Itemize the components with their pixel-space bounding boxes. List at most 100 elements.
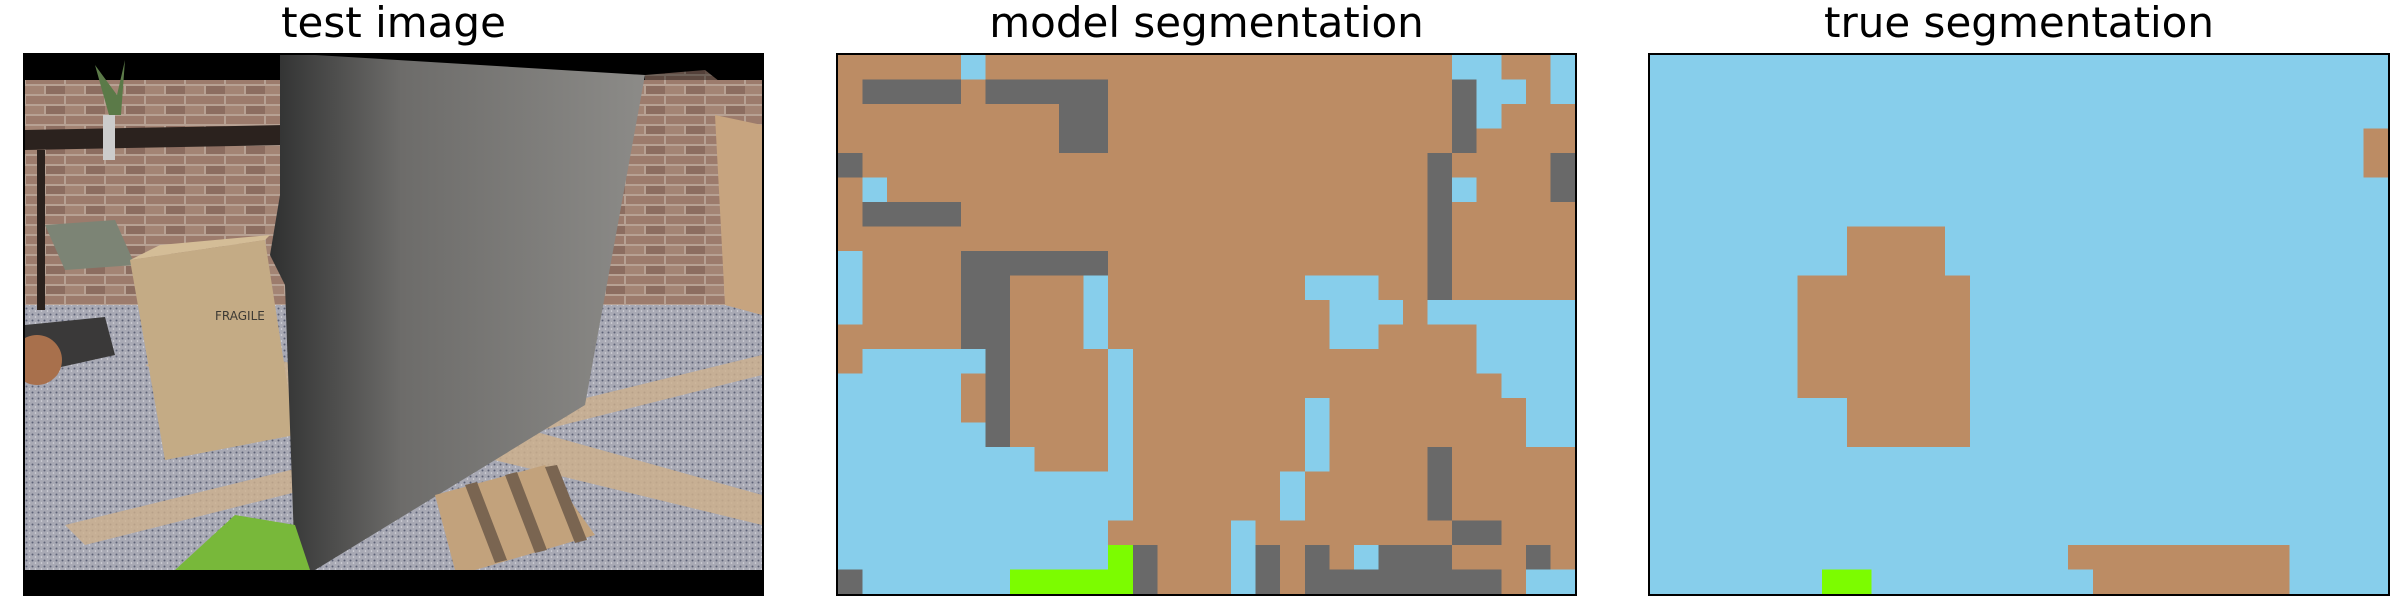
true-segmentation-cell <box>1822 471 1848 497</box>
model-segmentation-cell <box>1525 79 1551 105</box>
true-segmentation-cell <box>2019 226 2045 252</box>
model-segmentation-cell <box>985 349 1011 374</box>
true-segmentation-cell <box>1846 202 1872 227</box>
true-segmentation-cell <box>2338 324 2364 350</box>
true-segmentation-cell <box>1773 177 1799 203</box>
true-segmentation-cell <box>2191 300 2217 325</box>
true-segmentation-cell <box>2240 496 2266 521</box>
true-segmentation-cell <box>2068 55 2094 80</box>
true-segmentation-cell <box>1723 496 1749 521</box>
model-segmentation-cell <box>911 202 937 227</box>
true-segmentation-cell <box>1945 153 1971 178</box>
model-segmentation-cell <box>960 177 986 203</box>
model-segmentation-cell <box>1452 300 1478 325</box>
model-segmentation-cell <box>1550 447 1575 472</box>
model-segmentation-cell <box>936 275 962 301</box>
model-segmentation-cell <box>1132 251 1158 276</box>
model-segmentation-cell <box>985 422 1011 448</box>
model-segmentation-cell <box>911 398 937 423</box>
true-segmentation-cell <box>1920 324 1946 350</box>
model-segmentation-cell <box>1280 422 1306 448</box>
model-segmentation-cell <box>1403 349 1429 374</box>
model-segmentation-cell <box>1403 569 1429 594</box>
true-segmentation-cell <box>2019 471 2045 497</box>
model-segmentation-cell <box>1476 545 1502 570</box>
model-segmentation-cell <box>1280 251 1306 276</box>
true-segmentation-cell <box>2166 177 2192 203</box>
true-segmentation-cell <box>2338 55 2364 80</box>
true-segmentation-cell <box>2117 177 2143 203</box>
model-segmentation-cell <box>1108 349 1134 374</box>
model-segmentation-cell <box>911 55 937 80</box>
model-segmentation-cell <box>1083 398 1109 423</box>
model-segmentation-cell <box>1034 373 1060 399</box>
model-segmentation-cell <box>887 251 913 276</box>
model-segmentation-cell <box>1132 447 1158 472</box>
model-segmentation-cell <box>1206 471 1232 497</box>
model-segmentation-cell <box>1009 373 1036 399</box>
model-segmentation-cell <box>1181 545 1207 570</box>
model-segmentation-cell <box>887 324 913 350</box>
model-segmentation-cell <box>1206 226 1232 252</box>
true-segmentation-cell <box>1723 79 1749 105</box>
model-segmentation-cell <box>1353 496 1379 521</box>
model-segmentation-cell <box>1059 79 1085 105</box>
true-segmentation-cell <box>2314 349 2340 374</box>
model-segmentation-cell <box>1255 373 1281 399</box>
model-segmentation-cell <box>1550 324 1575 350</box>
true-segmentation-cell <box>1969 520 1995 546</box>
model-segmentation-cell <box>1255 128 1281 154</box>
model-segmentation-cell <box>1083 153 1109 178</box>
model-segmentation-cell <box>1403 300 1429 325</box>
model-segmentation-cell <box>1501 496 1527 521</box>
true-segmentation-cell <box>1723 104 1749 129</box>
model-segmentation-cell <box>1403 275 1429 301</box>
model-segmentation-cell <box>1231 447 1257 472</box>
model-segmentation-cell <box>862 251 888 276</box>
true-segmentation-cell <box>2215 153 2241 178</box>
true-segmentation-cell <box>2092 349 2118 374</box>
model-segmentation-cell <box>1083 251 1109 276</box>
true-segmentation-cell <box>1846 349 1872 374</box>
model-segmentation-cell <box>1550 79 1575 105</box>
true-segmentation-cell <box>1822 202 1848 227</box>
true-segmentation-cell <box>1699 104 1725 129</box>
true-segmentation-cell <box>1650 422 1676 448</box>
model-segmentation-cell <box>1525 55 1551 80</box>
model-segmentation-cell <box>1304 55 1330 80</box>
true-segmentation-cell <box>2019 177 2045 203</box>
model-segmentation-cell <box>1059 202 1085 227</box>
model-segmentation-cell <box>1009 128 1036 154</box>
model-segmentation-cell <box>1231 55 1257 80</box>
true-segmentation-cell <box>1773 349 1799 374</box>
model-segmentation-cell <box>936 520 962 546</box>
true-segmentation-cell <box>1797 300 1823 325</box>
true-segmentation-cell <box>1699 349 1725 374</box>
true-segmentation-cell <box>2068 153 2094 178</box>
model-segmentation-cell <box>1157 79 1183 105</box>
true-segmentation-cell <box>1699 153 1725 178</box>
true-segmentation-cell <box>1822 128 1848 154</box>
true-segmentation-cell <box>1969 153 1995 178</box>
true-segmentation-cell <box>1773 324 1799 350</box>
true-segmentation-cell <box>1699 398 1725 423</box>
model-segmentation-cell <box>1083 79 1109 105</box>
true-segmentation-cell <box>1723 398 1749 423</box>
true-segmentation-cell <box>2265 569 2291 594</box>
true-segmentation-cell <box>2191 422 2217 448</box>
model-segmentation-cell <box>838 300 864 325</box>
model-segmentation-cell <box>1083 128 1109 154</box>
model-segmentation-cell <box>936 569 962 594</box>
model-segmentation-cell <box>1550 545 1575 570</box>
true-segmentation-cell <box>2240 422 2266 448</box>
model-segmentation-cell <box>1452 79 1478 105</box>
model-segmentation-cell <box>1550 520 1575 546</box>
true-segmentation-cell <box>1920 202 1946 227</box>
model-segmentation-cell <box>911 349 937 374</box>
true-segmentation-cell <box>1945 275 1971 301</box>
model-segmentation-cell <box>1353 471 1379 497</box>
model-segmentation-cell <box>1231 422 1257 448</box>
true-segmentation-cell <box>2215 275 2241 301</box>
test-image-panel: FRAGILE <box>23 53 764 596</box>
true-segmentation-cell <box>1650 275 1676 301</box>
